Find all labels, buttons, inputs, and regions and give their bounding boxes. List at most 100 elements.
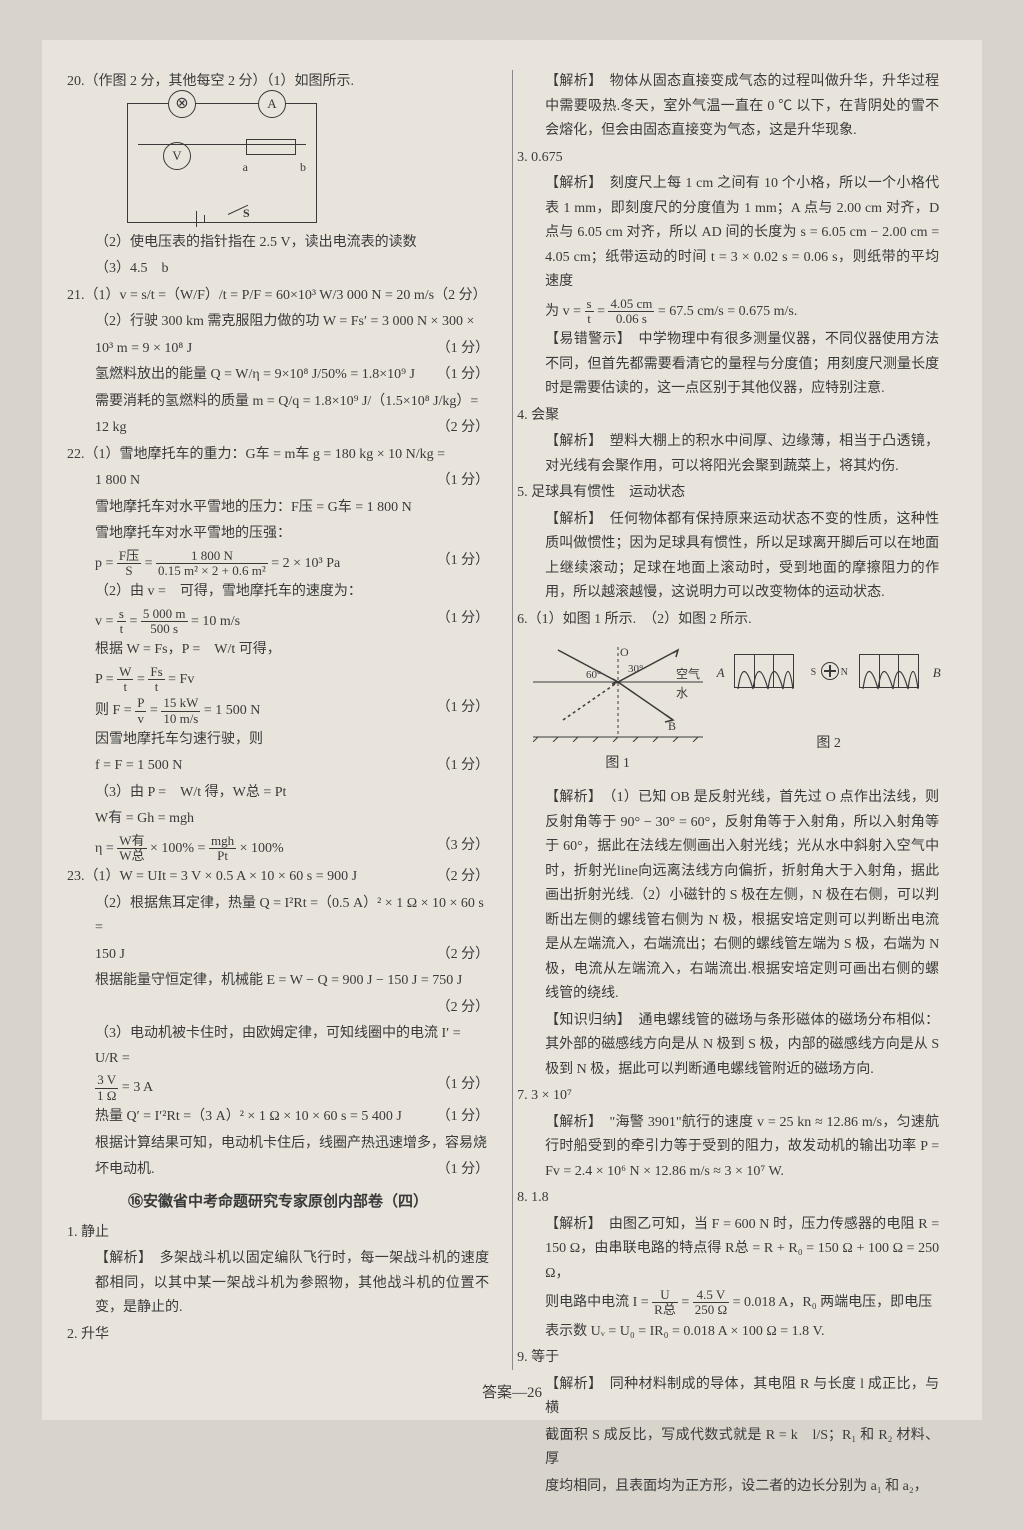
- q21-l1: 21.（1）v = s/t =（W/F）/t = P/F = 60×10³ W/…: [67, 284, 489, 309]
- eq: =: [145, 556, 153, 571]
- rhs: = 1 500 N: [204, 703, 261, 718]
- label-A: A: [717, 662, 725, 685]
- q22-l7: 根据 W = Fs，P = W/t 可得，: [67, 638, 489, 663]
- text: 23.（1）W = UIt = 3 V × 0.5 A × 10 × 60 s …: [67, 869, 357, 884]
- fig2-box: A S N B 图 2: [729, 642, 929, 776]
- q22-l5: （2）由 v = 可得，雪地摩托车的速度为：: [67, 580, 489, 605]
- lhs: p =: [95, 556, 113, 571]
- label-b: b: [300, 157, 306, 178]
- eq-pressure: p = F压S = 1 800 N0.15 m² × 2 + 0.6 m² = …: [67, 549, 489, 579]
- q21-l4b: 12 kg （2 分）: [67, 416, 489, 441]
- a4-e: 【解析】 塑料大棚上的积水中间厚、边缘薄，相当于凸透镜，对光线有会聚作用，可以将…: [517, 430, 939, 479]
- rhs: × 100%: [240, 841, 284, 856]
- a5-h: 5. 足球具有惯性 运动状态: [517, 481, 939, 506]
- lhs: η =: [95, 841, 114, 856]
- a1-e: 【解析】 多架战斗机以固定编队飞行时，每一架战斗机的速度都相同，以其中某一架战斗…: [67, 1247, 489, 1321]
- a9-e2: 截面积 S 成反比，写成代数式就是 R = k l/S；R₁ 和 R₂ 材料、厚: [517, 1424, 939, 1473]
- a8-e1: 【解析】 由图乙可知，当 F = 600 N 时，压力传感器的电阻 R = 15…: [517, 1213, 939, 1287]
- q23-l3pt: （2 分）: [67, 996, 489, 1021]
- a3-h: 3. 0.675: [517, 146, 939, 171]
- a3-e1: 【解析】 刻度尺上每 1 cm 之间有 10 个小格，所以一个小格代表 1 mm…: [517, 172, 939, 295]
- left-column: 20.（作图 2 分，其他每空 2 分）（1）如图所示. ⊗ A V a b S…: [67, 70, 503, 1405]
- a9-h: 9. 等于: [517, 1346, 939, 1371]
- fig2-label: 图 2: [729, 732, 929, 757]
- points: （1 分）: [437, 337, 490, 362]
- frac: UR总: [652, 1288, 678, 1318]
- q22-l1b: 1 800 N（1 分）: [67, 469, 489, 494]
- a4-h: 4. 会聚: [517, 404, 939, 429]
- frac: 4.05 cm0.06 s: [608, 297, 654, 327]
- q23-l2b: 150 J（2 分）: [67, 943, 489, 968]
- q22-l1a: 22.（1）雪地摩托车的重力：G车 = m车 g = 180 kg × 10 N…: [67, 443, 489, 468]
- right-column: 【解析】 物体从固态直接变成气态的过程叫做升华，升华过程中需要吸热.冬天，室外气…: [503, 70, 939, 1405]
- q23-l7b: 坏电动机. （1 分）: [67, 1158, 489, 1183]
- q22-l12: W有 = Gh = mgh: [67, 807, 489, 832]
- points: （1 分）: [437, 1158, 490, 1183]
- q23-l7a: 根据计算结果可知，电动机卡住后，线圈产热迅速增多，容易烧: [67, 1132, 489, 1157]
- a2-e: 【解析】 物体从固态直接变成气态的过程叫做升华，升华过程中需要吸热.冬天，室外气…: [517, 70, 939, 144]
- page-footer: 答案—26: [42, 1381, 982, 1402]
- frac: Pv: [135, 696, 146, 726]
- q23-l4: （3）电动机被卡住时，由欧姆定律，可知线圈中的电流 I′ = U/R =: [67, 1022, 489, 1071]
- a6-h: 6.（1）如图 1 所示. （2）如图 2 所示.: [517, 608, 939, 633]
- section-title-4: ⑯安徽省中考命题研究专家原创内部卷（四）: [67, 1189, 489, 1215]
- rhs: = 10 m/s: [191, 614, 240, 629]
- eq: =: [137, 672, 145, 687]
- q23-l1: 23.（1）W = UIt = 3 V × 0.5 A × 10 × 60 s …: [67, 865, 489, 890]
- a6-e: 【解析】 （1）已知 OB 是反射光线，首先过 O 点作出法线，则反射角等于 9…: [517, 786, 939, 1007]
- eq: =: [681, 1295, 689, 1310]
- frac: F压S: [117, 549, 141, 579]
- svg-text:O: O: [620, 645, 629, 659]
- frac: 1 800 N0.15 m² × 2 + 0.6 m²: [156, 549, 268, 579]
- frac: 3 V1 Ω: [95, 1073, 118, 1103]
- q20-p2: （2）使电压表的指针指在 2.5 V，读出电流表的读数: [67, 231, 489, 256]
- text: 坏电动机.: [95, 1162, 155, 1177]
- q23-l3: 根据能量守恒定律，机械能 E = W − Q = 900 J − 150 J =…: [67, 969, 489, 994]
- column-divider: [512, 70, 513, 1370]
- voltmeter-icon: V: [163, 142, 191, 170]
- solenoid-diagram: A S N B: [729, 642, 929, 702]
- a3-warn: 【易错警示】 中学物理中有很多测量仪器，不同仪器使用方法不同，但首先都需要看清它…: [517, 328, 939, 402]
- q21-l2a: （2）行驶 300 km 需克服阻力做的功 W = Fs′ = 3 000 N …: [67, 310, 489, 335]
- fig1-label: 图 1: [528, 752, 708, 777]
- eq-force: 则 F = Pv = 15 kW10 m/s = 1 500 N （1 分）: [67, 696, 489, 726]
- text: 氢燃料放出的能量 Q = W/η = 9×10⁸ J/50% = 1.8×10⁹…: [95, 367, 415, 382]
- a6-sum: 【知识归纳】 通电螺线管的磁场与条形磁体的磁场分布相似：其外部的磁感线方向是从 …: [517, 1009, 939, 1083]
- figure-row: O 空气 水 B 30° 60° 图 1 A S N: [517, 642, 939, 776]
- optics-diagram: O 空气 水 B 30° 60°: [528, 642, 708, 742]
- circuit-diagram: ⊗ A V a b S: [127, 103, 317, 223]
- points: （1 分）: [437, 363, 490, 388]
- points: （1 分）: [437, 696, 490, 721]
- rhs: = 67.5 cm/s = 0.675 m/s.: [658, 304, 797, 319]
- points: （1 分）: [437, 549, 490, 574]
- svg-text:30°: 30°: [628, 663, 643, 675]
- eq-current: 3 V1 Ω = 3 A （1 分）: [67, 1073, 489, 1103]
- a9-e3: 度均相同，且表面均为正方形，设二者的边长分别为 a₁ 和 a₂，: [517, 1475, 939, 1500]
- frac: st: [585, 297, 594, 327]
- page-content: 20.（作图 2 分，其他每空 2 分）（1）如图所示. ⊗ A V a b S…: [42, 40, 982, 1420]
- text: 10³ m = 9 × 10⁸ J: [95, 341, 192, 356]
- text: f = F = 1 500 N: [95, 758, 182, 773]
- battery-icon: [188, 215, 218, 223]
- points: （1 分）: [437, 607, 490, 632]
- points: （2 分）: [437, 416, 490, 441]
- svg-text:空气: 空气: [676, 666, 700, 681]
- points: （1 分）: [437, 469, 490, 494]
- points: （2 分）: [437, 943, 490, 968]
- points: （1 分）: [437, 1105, 490, 1130]
- q22-l11: （3）由 P = W/t 得，W总 = Pt: [67, 781, 489, 806]
- pre: 则电路中电流 I =: [545, 1295, 649, 1310]
- q23-l2a: （2）根据焦耳定律，热量 Q = I²Rt =（0.5 A）² × 1 Ω × …: [67, 892, 489, 941]
- text: 12 kg: [95, 420, 127, 435]
- q23-l6: 热量 Q′ = I′²Rt =（3 A）² × 1 Ω × 10 × 60 s …: [67, 1105, 489, 1130]
- frac: 15 kW10 m/s: [161, 696, 200, 726]
- frac: Wt: [117, 665, 133, 695]
- q21-l3: 氢燃料放出的能量 Q = W/η = 9×10⁸ J/50% = 1.8×10⁹…: [67, 363, 489, 388]
- eq-eta: η = W有W总 × 100% = mghPt × 100% （3 分）: [67, 834, 489, 864]
- a3-eq: 为 v = st = 4.05 cm0.06 s = 67.5 cm/s = 0…: [517, 297, 939, 327]
- rhs: = 3 A: [122, 1080, 153, 1095]
- q22-l3: 雪地摩托车对水平雪地的压强：: [67, 522, 489, 547]
- coil-left: [734, 654, 794, 688]
- eq: =: [150, 703, 158, 718]
- svg-text:B: B: [668, 719, 676, 733]
